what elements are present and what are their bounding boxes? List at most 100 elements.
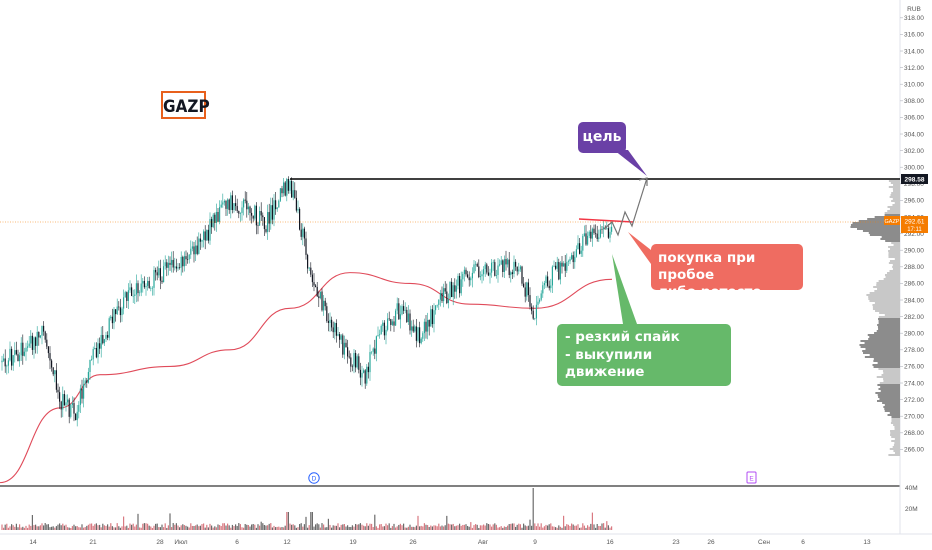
candle-body — [179, 267, 181, 268]
price-tick: 316.00 — [904, 32, 924, 39]
volume-bar — [35, 524, 37, 530]
candle-body — [99, 343, 101, 349]
volume-bar — [84, 527, 86, 530]
volume-bar — [507, 525, 509, 530]
volume-bar — [302, 526, 304, 530]
volume-bar — [180, 525, 182, 530]
volume-bar — [204, 527, 206, 530]
target-callout[interactable]: цель — [578, 122, 626, 153]
volume-bar — [414, 527, 416, 530]
profile-row — [872, 304, 900, 306]
candle-body — [380, 325, 382, 335]
candle-body — [431, 309, 433, 325]
profile-row — [884, 408, 900, 410]
candle-body — [374, 348, 376, 354]
volume-bar — [307, 527, 309, 530]
volume-bar — [286, 512, 288, 530]
volume-bar — [139, 527, 141, 530]
candle-body — [111, 316, 113, 324]
volume-bar — [385, 523, 387, 530]
time-axis[interactable]: 14 21 28 Июл 6 12 19 26 Авг 9 16 23 26 Сен 6 13 — [29, 539, 871, 546]
volume-bar — [449, 524, 451, 530]
volume-bar — [187, 526, 189, 530]
candle-body — [382, 322, 384, 326]
candle-body — [295, 197, 297, 211]
volume-bar — [468, 526, 470, 530]
volume-bar — [412, 526, 414, 530]
volume-bar — [81, 524, 83, 530]
volume-bar — [473, 525, 475, 530]
volume-bar — [51, 526, 53, 530]
candle-body — [97, 343, 99, 358]
volume-bar — [329, 524, 331, 530]
candle-body — [375, 336, 377, 354]
volume-bar — [382, 526, 384, 530]
profile-row — [878, 322, 900, 324]
candle-body — [342, 335, 344, 355]
price-tick: 314.00 — [904, 48, 924, 55]
dividend-marker[interactable]: D — [308, 472, 320, 484]
candle-body — [524, 287, 526, 297]
volume-bar — [217, 524, 219, 530]
volume-bar — [577, 524, 579, 530]
volume-bar — [331, 527, 333, 530]
time-tick: 16 — [606, 539, 614, 546]
candle-body — [415, 326, 417, 341]
volume-bar — [111, 526, 113, 530]
candle-body — [49, 353, 51, 361]
volume-bar — [393, 523, 395, 530]
volume-bar — [428, 526, 430, 530]
volume-bar — [110, 523, 112, 530]
volume-bar — [121, 526, 123, 530]
volume-bar — [271, 527, 273, 530]
profile-row — [885, 276, 900, 278]
candle-body — [471, 272, 473, 279]
candle-body — [292, 190, 294, 198]
volume-bar — [556, 527, 558, 530]
candle-body — [444, 288, 446, 292]
volume-bar — [479, 525, 481, 530]
profile-row — [879, 398, 900, 400]
volume-bar — [78, 527, 80, 530]
candle-body — [132, 295, 134, 297]
spike-callout[interactable]: - резкий спайк - выкупили движение - под… — [557, 324, 731, 415]
candle-body — [534, 318, 536, 319]
price-axis[interactable]: 318.00 316.00 314.00 312.00 310.00 308.00 306.… — [900, 15, 924, 454]
candle-body — [468, 277, 470, 281]
volume-bar — [452, 523, 454, 530]
profile-row — [866, 294, 900, 296]
candle-body — [183, 256, 185, 267]
profile-row — [860, 346, 900, 348]
volume-bar — [203, 523, 205, 530]
volume-bar — [100, 527, 102, 530]
profile-row — [893, 244, 900, 246]
candle-body — [454, 285, 456, 292]
candle-body — [339, 334, 341, 340]
breakout-trendline[interactable] — [578, 218, 634, 223]
projection-path[interactable] — [603, 177, 648, 237]
profile-row — [857, 228, 900, 230]
volume-bar — [71, 526, 73, 530]
candle-body — [564, 263, 566, 271]
candle-body — [156, 272, 158, 276]
volume-bar — [351, 525, 353, 530]
volume-bar — [43, 525, 45, 530]
volume-bar — [598, 525, 600, 530]
candle-body — [391, 321, 393, 325]
buy-callout[interactable]: покупка при пробое либо ретесте — [651, 244, 803, 300]
candle-body — [175, 266, 177, 269]
candle-body — [7, 360, 9, 366]
volume-bar — [12, 525, 14, 530]
price-tick: 274.00 — [904, 380, 924, 387]
earnings-marker[interactable]: E — [746, 471, 757, 484]
volume-bar — [41, 523, 43, 530]
volume-bar — [275, 527, 277, 530]
volume-bar — [422, 526, 424, 530]
profile-row — [888, 454, 900, 456]
profile-row — [877, 288, 900, 290]
candle-body — [443, 288, 445, 302]
candle-body — [278, 200, 280, 208]
volume-bar — [14, 526, 16, 530]
volume-bar — [491, 526, 493, 530]
